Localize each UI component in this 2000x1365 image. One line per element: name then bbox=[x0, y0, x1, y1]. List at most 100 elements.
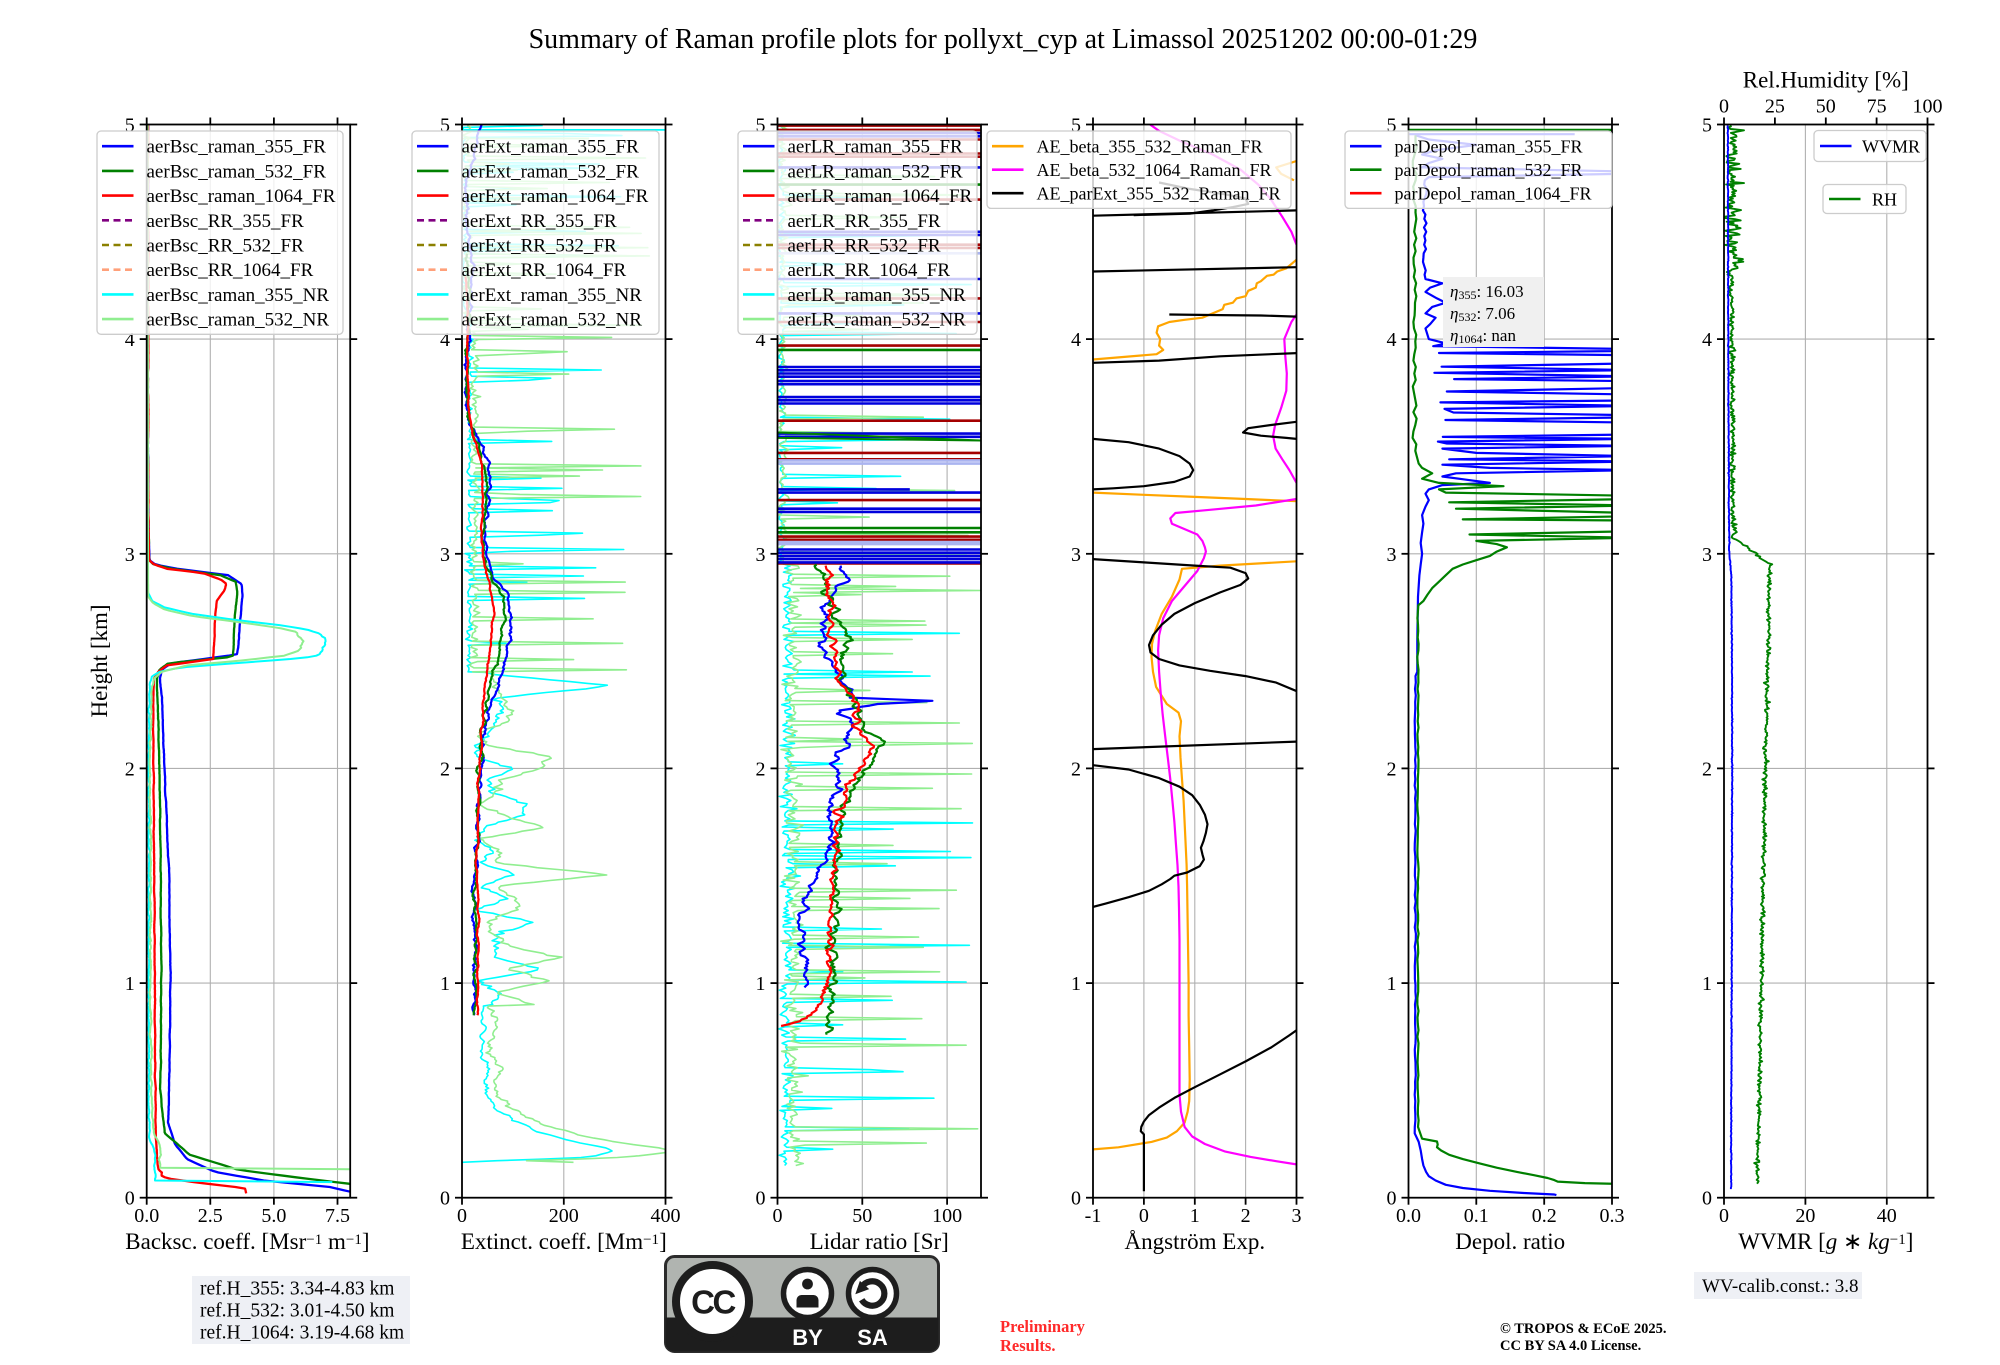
svg-text:aerExt_RR_355_FR: aerExt_RR_355_FR bbox=[462, 211, 617, 232]
svg-text:aerLR_raman_355_FR: aerLR_raman_355_FR bbox=[788, 137, 964, 158]
svg-text:4: 4 bbox=[440, 329, 450, 351]
svg-text:7.5: 7.5 bbox=[325, 1205, 350, 1227]
svg-text:CC: CC bbox=[691, 1284, 735, 1321]
svg-text:0: 0 bbox=[773, 1205, 783, 1227]
svg-text:aerLR_raman_355_NR: aerLR_raman_355_NR bbox=[788, 285, 967, 306]
svg-text:WV-calib.const.: 3.8: WV-calib.const.: 3.8 bbox=[1702, 1276, 1859, 1297]
svg-text:75: 75 bbox=[1867, 96, 1887, 118]
svg-text:2.5: 2.5 bbox=[198, 1205, 223, 1227]
svg-text:aerBsc_raman_355_FR: aerBsc_raman_355_FR bbox=[147, 137, 327, 158]
svg-text:3: 3 bbox=[1292, 1205, 1302, 1227]
svg-text:3: 3 bbox=[1387, 544, 1397, 566]
svg-text:0: 0 bbox=[1702, 1188, 1712, 1210]
svg-text:aerExt_raman_532_NR: aerExt_raman_532_NR bbox=[462, 310, 643, 331]
svg-text:0: 0 bbox=[756, 1188, 766, 1210]
svg-text:Preliminary: Preliminary bbox=[1000, 1317, 1086, 1336]
svg-text:4: 4 bbox=[1702, 329, 1712, 351]
svg-text:1: 1 bbox=[756, 973, 766, 995]
svg-text:3: 3 bbox=[440, 544, 450, 566]
svg-text:BY: BY bbox=[792, 1325, 823, 1350]
svg-text:© TROPOS & ECoE 2025.: © TROPOS & ECoE 2025. bbox=[1500, 1321, 1666, 1337]
svg-text:0: 0 bbox=[1719, 1205, 1729, 1227]
svg-text:2: 2 bbox=[1241, 1205, 1251, 1227]
svg-text:5: 5 bbox=[756, 115, 766, 137]
svg-text:1: 1 bbox=[125, 973, 135, 995]
svg-text:aerLR_RR_355_FR: aerLR_RR_355_FR bbox=[788, 211, 941, 232]
svg-text:AE_beta_532_1064_Raman_FR: AE_beta_532_1064_Raman_FR bbox=[1037, 160, 1272, 180]
svg-text:WVMR: WVMR bbox=[1862, 137, 1920, 157]
svg-text:5: 5 bbox=[440, 115, 450, 137]
svg-text:2: 2 bbox=[756, 758, 766, 780]
svg-text:Rel.Humidity [%]: Rel.Humidity [%] bbox=[1743, 68, 1909, 93]
svg-text:aerLR_RR_1064_FR: aerLR_RR_1064_FR bbox=[788, 260, 951, 281]
svg-text:3: 3 bbox=[125, 544, 135, 566]
svg-text:aerExt_RR_1064_FR: aerExt_RR_1064_FR bbox=[462, 260, 627, 281]
svg-text:20: 20 bbox=[1795, 1205, 1815, 1227]
svg-text:AE_beta_355_532_Raman_FR: AE_beta_355_532_Raman_FR bbox=[1037, 137, 1263, 157]
svg-text:50: 50 bbox=[852, 1205, 872, 1227]
svg-text:2: 2 bbox=[1702, 758, 1712, 780]
svg-text:Lidar ratio [Sr]: Lidar ratio [Sr] bbox=[810, 1229, 949, 1254]
svg-text:1: 1 bbox=[1702, 973, 1712, 995]
svg-text:0.0: 0.0 bbox=[134, 1205, 159, 1227]
svg-text:2: 2 bbox=[440, 758, 450, 780]
svg-text:4: 4 bbox=[756, 329, 766, 351]
svg-text:aerBsc_raman_532_NR: aerBsc_raman_532_NR bbox=[147, 310, 330, 331]
svg-text:1: 1 bbox=[1190, 1205, 1200, 1227]
svg-text:0.3: 0.3 bbox=[1600, 1205, 1625, 1227]
svg-text:3: 3 bbox=[756, 544, 766, 566]
svg-text:2: 2 bbox=[1071, 758, 1081, 780]
svg-text:5: 5 bbox=[1071, 115, 1081, 137]
svg-text:aerExt_raman_532_FR: aerExt_raman_532_FR bbox=[462, 161, 640, 182]
svg-text:4: 4 bbox=[125, 329, 135, 351]
svg-text:0: 0 bbox=[457, 1205, 467, 1227]
svg-text:0: 0 bbox=[1071, 1188, 1081, 1210]
svg-text:0: 0 bbox=[1139, 1205, 1149, 1227]
svg-text:2: 2 bbox=[125, 758, 135, 780]
svg-text:aerExt_raman_1064_FR: aerExt_raman_1064_FR bbox=[462, 186, 649, 207]
svg-text:parDepol_raman_355_FR: parDepol_raman_355_FR bbox=[1395, 137, 1583, 157]
svg-text:Depol. ratio: Depol. ratio bbox=[1455, 1229, 1565, 1254]
svg-text:CC BY SA 4.0 License.: CC BY SA 4.0 License. bbox=[1500, 1338, 1641, 1354]
svg-text:1: 1 bbox=[1071, 973, 1081, 995]
svg-text:aerExt_raman_355_FR: aerExt_raman_355_FR bbox=[462, 137, 640, 158]
svg-text:aerBsc_RR_532_FR: aerBsc_RR_532_FR bbox=[147, 236, 305, 257]
svg-text:WVMR [g ∗ kg−1]: WVMR [g ∗ kg−1] bbox=[1738, 1229, 1913, 1254]
svg-text:aerBsc_raman_532_FR: aerBsc_raman_532_FR bbox=[147, 161, 327, 182]
svg-text:Extinct. coeff. [Mm−1]: Extinct. coeff. [Mm−1] bbox=[461, 1229, 667, 1254]
svg-text:aerLR_raman_1064_FR: aerLR_raman_1064_FR bbox=[788, 186, 973, 207]
svg-text:0.0: 0.0 bbox=[1396, 1205, 1421, 1227]
svg-text:1: 1 bbox=[1387, 973, 1397, 995]
svg-text:aerLR_raman_532_FR: aerLR_raman_532_FR bbox=[788, 161, 964, 182]
svg-text:0.2: 0.2 bbox=[1532, 1205, 1557, 1227]
svg-text:5.0: 5.0 bbox=[261, 1205, 286, 1227]
svg-text:4: 4 bbox=[1387, 329, 1397, 351]
svg-text:0: 0 bbox=[1387, 1188, 1397, 1210]
svg-text:5: 5 bbox=[1387, 115, 1397, 137]
svg-text:aerBsc_raman_1064_FR: aerBsc_raman_1064_FR bbox=[147, 186, 336, 207]
svg-text:Ångström Exp.: Ångström Exp. bbox=[1125, 1229, 1266, 1254]
svg-text:200: 200 bbox=[549, 1205, 579, 1227]
svg-text:ref.H_1064: 3.19-4.68 km: ref.H_1064: 3.19-4.68 km bbox=[200, 1323, 404, 1344]
svg-text:aerBsc_raman_355_NR: aerBsc_raman_355_NR bbox=[147, 285, 330, 306]
svg-text:ref.H_532: 3.01-4.50 km: ref.H_532: 3.01-4.50 km bbox=[200, 1301, 394, 1322]
svg-text:-1: -1 bbox=[1085, 1205, 1102, 1227]
svg-text:aerExt_RR_532_FR: aerExt_RR_532_FR bbox=[462, 236, 617, 257]
svg-text:aerExt_raman_355_NR: aerExt_raman_355_NR bbox=[462, 285, 643, 306]
svg-text:0: 0 bbox=[440, 1188, 450, 1210]
svg-text:SA: SA bbox=[857, 1325, 888, 1350]
svg-text:3: 3 bbox=[1071, 544, 1081, 566]
svg-text:25: 25 bbox=[1765, 96, 1785, 118]
svg-text:aerBsc_RR_355_FR: aerBsc_RR_355_FR bbox=[147, 211, 305, 232]
svg-text:ref.H_355: 3.34-4.83 km: ref.H_355: 3.34-4.83 km bbox=[200, 1279, 394, 1300]
svg-text:Backsc. coeff. [Msr−1 m−1]: Backsc. coeff. [Msr−1 m−1] bbox=[125, 1229, 369, 1254]
svg-text:aerLR_RR_532_FR: aerLR_RR_532_FR bbox=[788, 236, 941, 257]
svg-text:1: 1 bbox=[440, 973, 450, 995]
svg-text:3: 3 bbox=[1702, 544, 1712, 566]
svg-text:4: 4 bbox=[1071, 329, 1081, 351]
svg-text:100: 100 bbox=[932, 1205, 962, 1227]
svg-text:100: 100 bbox=[1913, 96, 1943, 118]
svg-text:0: 0 bbox=[125, 1188, 135, 1210]
svg-text:parDepol_raman_532_FR: parDepol_raman_532_FR bbox=[1395, 160, 1583, 180]
svg-text:AE_parExt_355_532_Raman_FR: AE_parExt_355_532_Raman_FR bbox=[1037, 184, 1281, 204]
